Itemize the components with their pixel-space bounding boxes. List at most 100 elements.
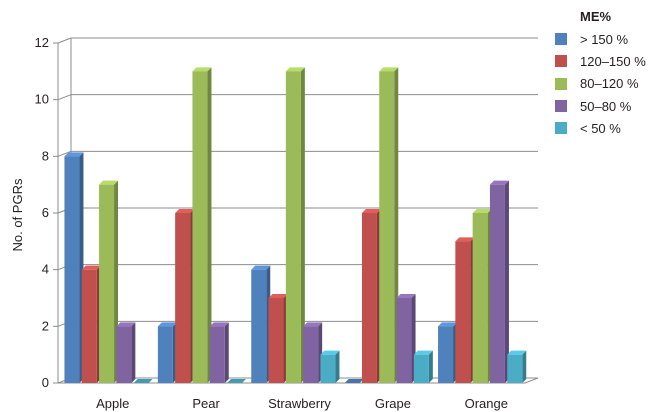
bar-top bbox=[175, 209, 195, 213]
y-tick-label: 12 bbox=[35, 35, 49, 50]
bars bbox=[64, 67, 527, 383]
bar bbox=[268, 294, 288, 383]
bar-side bbox=[522, 350, 527, 383]
bar bbox=[438, 322, 458, 383]
bar-top bbox=[209, 322, 229, 327]
bar bbox=[285, 67, 305, 383]
legend-title: ME% bbox=[580, 9, 612, 24]
bar bbox=[455, 237, 475, 383]
bar-top bbox=[413, 350, 433, 355]
bar bbox=[227, 379, 247, 383]
bar-top bbox=[251, 265, 271, 270]
y-tick-label: 6 bbox=[42, 205, 49, 220]
bar bbox=[507, 350, 527, 383]
bar-front bbox=[455, 241, 471, 383]
bar-front bbox=[64, 156, 80, 383]
bar bbox=[81, 265, 101, 383]
bar bbox=[472, 209, 492, 383]
bar-top bbox=[396, 294, 416, 298]
bar-top bbox=[344, 379, 364, 383]
legend-swatch bbox=[555, 77, 567, 90]
bar bbox=[361, 209, 381, 383]
bar-front bbox=[268, 298, 284, 383]
bar-top bbox=[99, 180, 119, 185]
bar-top bbox=[438, 322, 458, 327]
bar-front bbox=[175, 213, 191, 383]
bar bbox=[116, 322, 136, 383]
legend-label: > 150 % bbox=[580, 31, 629, 47]
legend-item: > 150 % bbox=[555, 28, 658, 50]
category-label: Orange bbox=[465, 396, 508, 411]
legend-label: 80–120 % bbox=[580, 76, 639, 92]
legend-label: < 50 % bbox=[580, 120, 621, 136]
legend-swatch bbox=[555, 122, 567, 135]
bar-front bbox=[320, 354, 336, 383]
y-tick-labels: 0 2 4 6 8 10 12 bbox=[35, 35, 49, 390]
y-tick-label: 0 bbox=[42, 375, 49, 390]
bar-side bbox=[300, 67, 305, 383]
category-labels: Apple Pear Strawberry Grape Orange bbox=[96, 396, 508, 411]
bar-front bbox=[472, 213, 488, 383]
bar bbox=[133, 379, 153, 383]
bar bbox=[99, 180, 119, 383]
bar bbox=[157, 322, 177, 383]
bar-top bbox=[320, 350, 340, 355]
bar-front bbox=[303, 326, 319, 383]
y-axis-label: No. of PGRs bbox=[10, 178, 25, 251]
bar-front bbox=[285, 71, 301, 383]
gridline-side bbox=[57, 150, 72, 157]
bar bbox=[396, 294, 416, 383]
bar bbox=[209, 322, 229, 383]
bar bbox=[344, 379, 364, 383]
bar-top bbox=[507, 350, 527, 355]
legend-item: 50–80 % bbox=[555, 95, 658, 117]
category-label: Grape bbox=[375, 396, 411, 411]
bar-front bbox=[413, 354, 429, 383]
y-tick-label: 2 bbox=[42, 318, 49, 333]
bar-side bbox=[207, 67, 212, 383]
bar-front bbox=[116, 326, 132, 383]
category-label: Strawberry bbox=[268, 396, 331, 411]
legend-item: 80–120 % bbox=[555, 73, 658, 95]
bar-top bbox=[133, 379, 153, 383]
bar bbox=[413, 350, 433, 383]
legend: ME% > 150 % 120–150 % 80–120 % 50–80 % < 50 … bbox=[555, 6, 658, 139]
legend-swatch bbox=[555, 55, 567, 68]
bar-top bbox=[227, 379, 247, 383]
bar-top bbox=[81, 265, 101, 270]
bar-top bbox=[285, 67, 305, 72]
bar-front bbox=[361, 213, 377, 383]
bar-side bbox=[428, 350, 433, 383]
legend-item: < 50 % bbox=[555, 117, 658, 139]
legend-swatch bbox=[555, 100, 567, 113]
bar-front bbox=[81, 269, 97, 383]
bar-top bbox=[455, 237, 475, 242]
legend-label: 120–150 % bbox=[580, 53, 646, 69]
bar-top bbox=[361, 209, 381, 213]
bar bbox=[303, 322, 323, 383]
category-label: Apple bbox=[96, 396, 129, 411]
bar-front bbox=[507, 354, 523, 383]
bar-top bbox=[64, 152, 84, 157]
bar-side bbox=[335, 350, 340, 383]
category-label: Pear bbox=[192, 396, 220, 411]
bar-front bbox=[438, 326, 454, 383]
bar-top bbox=[116, 322, 136, 327]
bar-front bbox=[489, 184, 505, 383]
bar-front bbox=[157, 326, 173, 383]
bar-top bbox=[472, 209, 492, 213]
bar-side bbox=[224, 322, 229, 383]
legend-label: 50–80 % bbox=[580, 98, 632, 114]
gridline-side bbox=[57, 37, 72, 44]
bar bbox=[175, 209, 195, 383]
bar bbox=[320, 350, 340, 383]
bar bbox=[64, 152, 84, 383]
legend-swatch bbox=[555, 33, 567, 46]
y-tick-label: 10 bbox=[35, 92, 49, 107]
bar-top bbox=[303, 322, 323, 327]
bar-top bbox=[157, 322, 177, 327]
bar bbox=[192, 67, 212, 383]
bar-side bbox=[131, 322, 136, 383]
bar bbox=[489, 180, 509, 383]
